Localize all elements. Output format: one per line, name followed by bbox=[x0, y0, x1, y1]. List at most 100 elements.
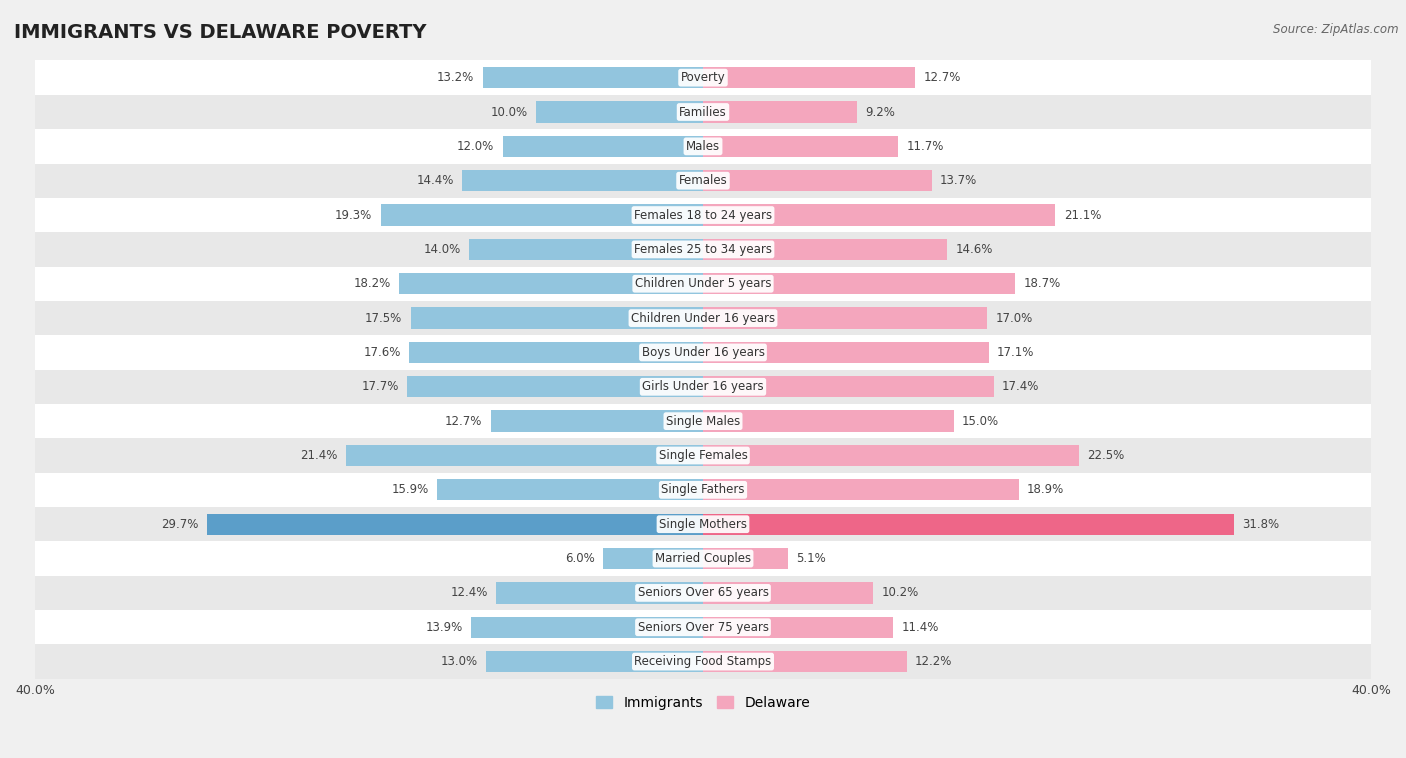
Text: 11.7%: 11.7% bbox=[907, 140, 945, 153]
Text: Seniors Over 65 years: Seniors Over 65 years bbox=[637, 587, 769, 600]
Text: Seniors Over 75 years: Seniors Over 75 years bbox=[637, 621, 769, 634]
Bar bbox=[703, 308, 987, 329]
Bar bbox=[411, 308, 703, 329]
Text: 12.4%: 12.4% bbox=[450, 587, 488, 600]
Bar bbox=[399, 273, 703, 294]
Text: 17.4%: 17.4% bbox=[1002, 381, 1039, 393]
Text: 18.7%: 18.7% bbox=[1024, 277, 1062, 290]
Text: 14.6%: 14.6% bbox=[955, 243, 993, 256]
Text: 12.7%: 12.7% bbox=[924, 71, 960, 84]
Text: IMMIGRANTS VS DELAWARE POVERTY: IMMIGRANTS VS DELAWARE POVERTY bbox=[14, 23, 426, 42]
Bar bbox=[703, 479, 1019, 500]
Bar bbox=[536, 102, 703, 123]
Bar bbox=[463, 170, 703, 191]
Bar bbox=[35, 610, 1371, 644]
Text: Source: ZipAtlas.com: Source: ZipAtlas.com bbox=[1274, 23, 1399, 36]
Text: 31.8%: 31.8% bbox=[1243, 518, 1279, 531]
Text: 12.0%: 12.0% bbox=[457, 140, 495, 153]
Bar bbox=[491, 411, 703, 432]
Bar bbox=[437, 479, 703, 500]
Bar bbox=[35, 267, 1371, 301]
Bar bbox=[35, 438, 1371, 473]
Text: 10.0%: 10.0% bbox=[491, 105, 527, 118]
Text: 17.6%: 17.6% bbox=[363, 346, 401, 359]
Text: 9.2%: 9.2% bbox=[865, 105, 894, 118]
Text: 6.0%: 6.0% bbox=[565, 552, 595, 565]
Text: Children Under 16 years: Children Under 16 years bbox=[631, 312, 775, 324]
Bar bbox=[496, 582, 703, 603]
Text: 17.0%: 17.0% bbox=[995, 312, 1032, 324]
Text: Poverty: Poverty bbox=[681, 71, 725, 84]
Bar bbox=[35, 129, 1371, 164]
Text: 13.2%: 13.2% bbox=[437, 71, 474, 84]
Text: Receiving Food Stamps: Receiving Food Stamps bbox=[634, 655, 772, 668]
Bar bbox=[381, 205, 703, 226]
Text: 5.1%: 5.1% bbox=[797, 552, 827, 565]
Bar bbox=[482, 67, 703, 88]
Text: 12.7%: 12.7% bbox=[446, 415, 482, 428]
Bar bbox=[35, 164, 1371, 198]
Bar bbox=[346, 445, 703, 466]
Text: 18.9%: 18.9% bbox=[1026, 484, 1064, 496]
Bar bbox=[35, 335, 1371, 370]
Bar bbox=[409, 342, 703, 363]
Text: Females 18 to 24 years: Females 18 to 24 years bbox=[634, 208, 772, 221]
Text: Girls Under 16 years: Girls Under 16 years bbox=[643, 381, 763, 393]
Text: Single Fathers: Single Fathers bbox=[661, 484, 745, 496]
Text: 19.3%: 19.3% bbox=[335, 208, 373, 221]
Bar bbox=[703, 514, 1234, 535]
Bar bbox=[703, 411, 953, 432]
Text: Boys Under 16 years: Boys Under 16 years bbox=[641, 346, 765, 359]
Bar bbox=[502, 136, 703, 157]
Bar bbox=[470, 239, 703, 260]
Text: 29.7%: 29.7% bbox=[162, 518, 198, 531]
Text: Males: Males bbox=[686, 140, 720, 153]
Bar bbox=[703, 239, 946, 260]
Bar bbox=[703, 205, 1056, 226]
Text: 22.5%: 22.5% bbox=[1087, 449, 1125, 462]
Bar bbox=[703, 582, 873, 603]
Text: 13.0%: 13.0% bbox=[440, 655, 478, 668]
Text: 13.7%: 13.7% bbox=[941, 174, 977, 187]
Text: Families: Families bbox=[679, 105, 727, 118]
Bar bbox=[35, 507, 1371, 541]
Bar bbox=[703, 376, 994, 397]
Bar bbox=[703, 136, 898, 157]
Bar bbox=[35, 404, 1371, 438]
Bar bbox=[408, 376, 703, 397]
Bar bbox=[471, 616, 703, 638]
Legend: Immigrants, Delaware: Immigrants, Delaware bbox=[591, 690, 815, 715]
Text: Females: Females bbox=[679, 174, 727, 187]
Text: 11.4%: 11.4% bbox=[901, 621, 939, 634]
Bar bbox=[603, 548, 703, 569]
Text: Females 25 to 34 years: Females 25 to 34 years bbox=[634, 243, 772, 256]
Bar bbox=[703, 548, 789, 569]
Bar bbox=[35, 644, 1371, 678]
Bar bbox=[703, 342, 988, 363]
Text: Married Couples: Married Couples bbox=[655, 552, 751, 565]
Text: 14.0%: 14.0% bbox=[423, 243, 461, 256]
Bar bbox=[703, 170, 932, 191]
Text: 17.5%: 17.5% bbox=[366, 312, 402, 324]
Text: 21.4%: 21.4% bbox=[299, 449, 337, 462]
Text: 10.2%: 10.2% bbox=[882, 587, 920, 600]
Bar bbox=[703, 67, 915, 88]
Text: 21.1%: 21.1% bbox=[1064, 208, 1101, 221]
Bar bbox=[35, 541, 1371, 576]
Bar bbox=[35, 370, 1371, 404]
Text: 17.7%: 17.7% bbox=[361, 381, 399, 393]
Text: 15.9%: 15.9% bbox=[392, 484, 429, 496]
Bar bbox=[35, 95, 1371, 129]
Bar bbox=[703, 616, 893, 638]
Bar bbox=[35, 61, 1371, 95]
Text: 13.9%: 13.9% bbox=[425, 621, 463, 634]
Bar bbox=[703, 273, 1015, 294]
Text: Single Mothers: Single Mothers bbox=[659, 518, 747, 531]
Bar bbox=[703, 445, 1078, 466]
Bar bbox=[207, 514, 703, 535]
Text: 17.1%: 17.1% bbox=[997, 346, 1035, 359]
Bar bbox=[486, 651, 703, 672]
Text: 14.4%: 14.4% bbox=[416, 174, 454, 187]
Bar bbox=[703, 651, 907, 672]
Bar bbox=[35, 232, 1371, 267]
